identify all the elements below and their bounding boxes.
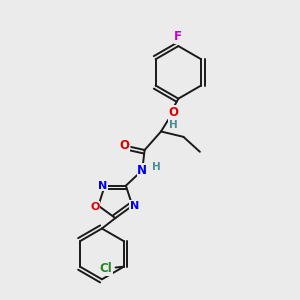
Text: H: H <box>169 120 177 130</box>
Text: H: H <box>152 162 161 172</box>
Text: N: N <box>137 164 147 177</box>
Text: O: O <box>90 202 99 212</box>
Text: N: N <box>98 181 107 191</box>
Text: O: O <box>168 106 178 118</box>
Text: N: N <box>130 201 140 211</box>
Text: O: O <box>119 139 129 152</box>
Text: F: F <box>174 30 182 43</box>
Text: Cl: Cl <box>100 262 112 275</box>
